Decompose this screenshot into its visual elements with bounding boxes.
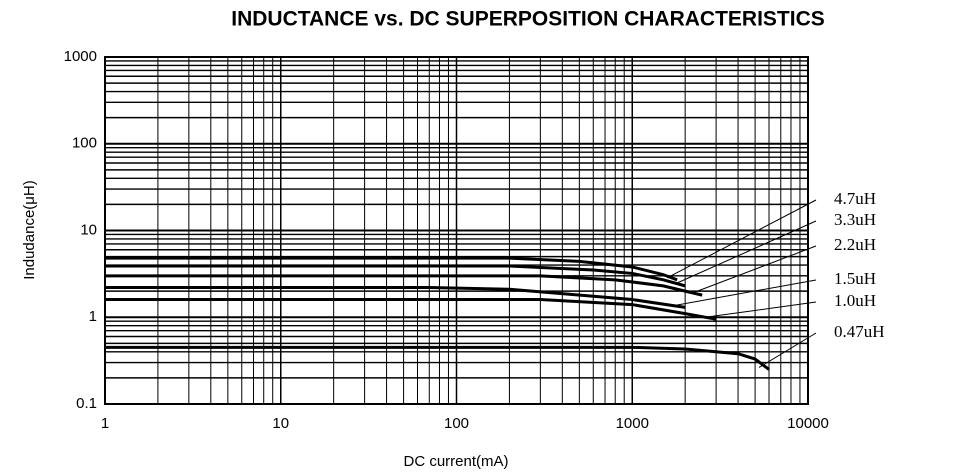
series-label: 2.2uH xyxy=(834,235,876,254)
plot-frame xyxy=(104,56,809,405)
y-tick-label: 1000 xyxy=(64,48,97,65)
chart-title: INDUCTANCE vs. DC SUPERPOSITION CHARACTE… xyxy=(231,8,825,31)
series-line xyxy=(105,274,703,297)
y-tick-label: 10 xyxy=(80,221,97,238)
series-label: 1.5uH xyxy=(834,269,876,288)
x-tick-label: 1 xyxy=(101,415,109,432)
series-label: 3.3uH xyxy=(834,210,876,229)
series-label: 0.47uH xyxy=(834,322,885,341)
series-label: 1.0uH xyxy=(834,291,876,310)
leader-line xyxy=(674,220,817,285)
y-tick-label: 1 xyxy=(89,308,97,325)
leader-line xyxy=(706,301,817,318)
x-tick-label: 10000 xyxy=(787,415,829,432)
series-label: 4.7uH xyxy=(834,189,876,208)
x-tick-label: 10 xyxy=(272,415,289,432)
x-tick-label: 1000 xyxy=(616,415,649,432)
leader-line xyxy=(666,199,817,279)
series-line xyxy=(105,286,686,309)
series-line xyxy=(105,256,678,282)
leader-line xyxy=(692,245,817,294)
x-axis-label: DC current(mA) xyxy=(403,453,508,470)
leader-line xyxy=(675,279,817,306)
x-tick-label: 100 xyxy=(444,415,469,432)
y-tick-label: 0.1 xyxy=(76,395,97,412)
y-axis-label: Indudance(μH) xyxy=(21,180,38,280)
series-line xyxy=(105,298,717,321)
series-line xyxy=(105,345,770,371)
leader-line xyxy=(758,332,817,368)
series-line xyxy=(105,264,686,288)
y-tick-label: 100 xyxy=(72,135,97,152)
